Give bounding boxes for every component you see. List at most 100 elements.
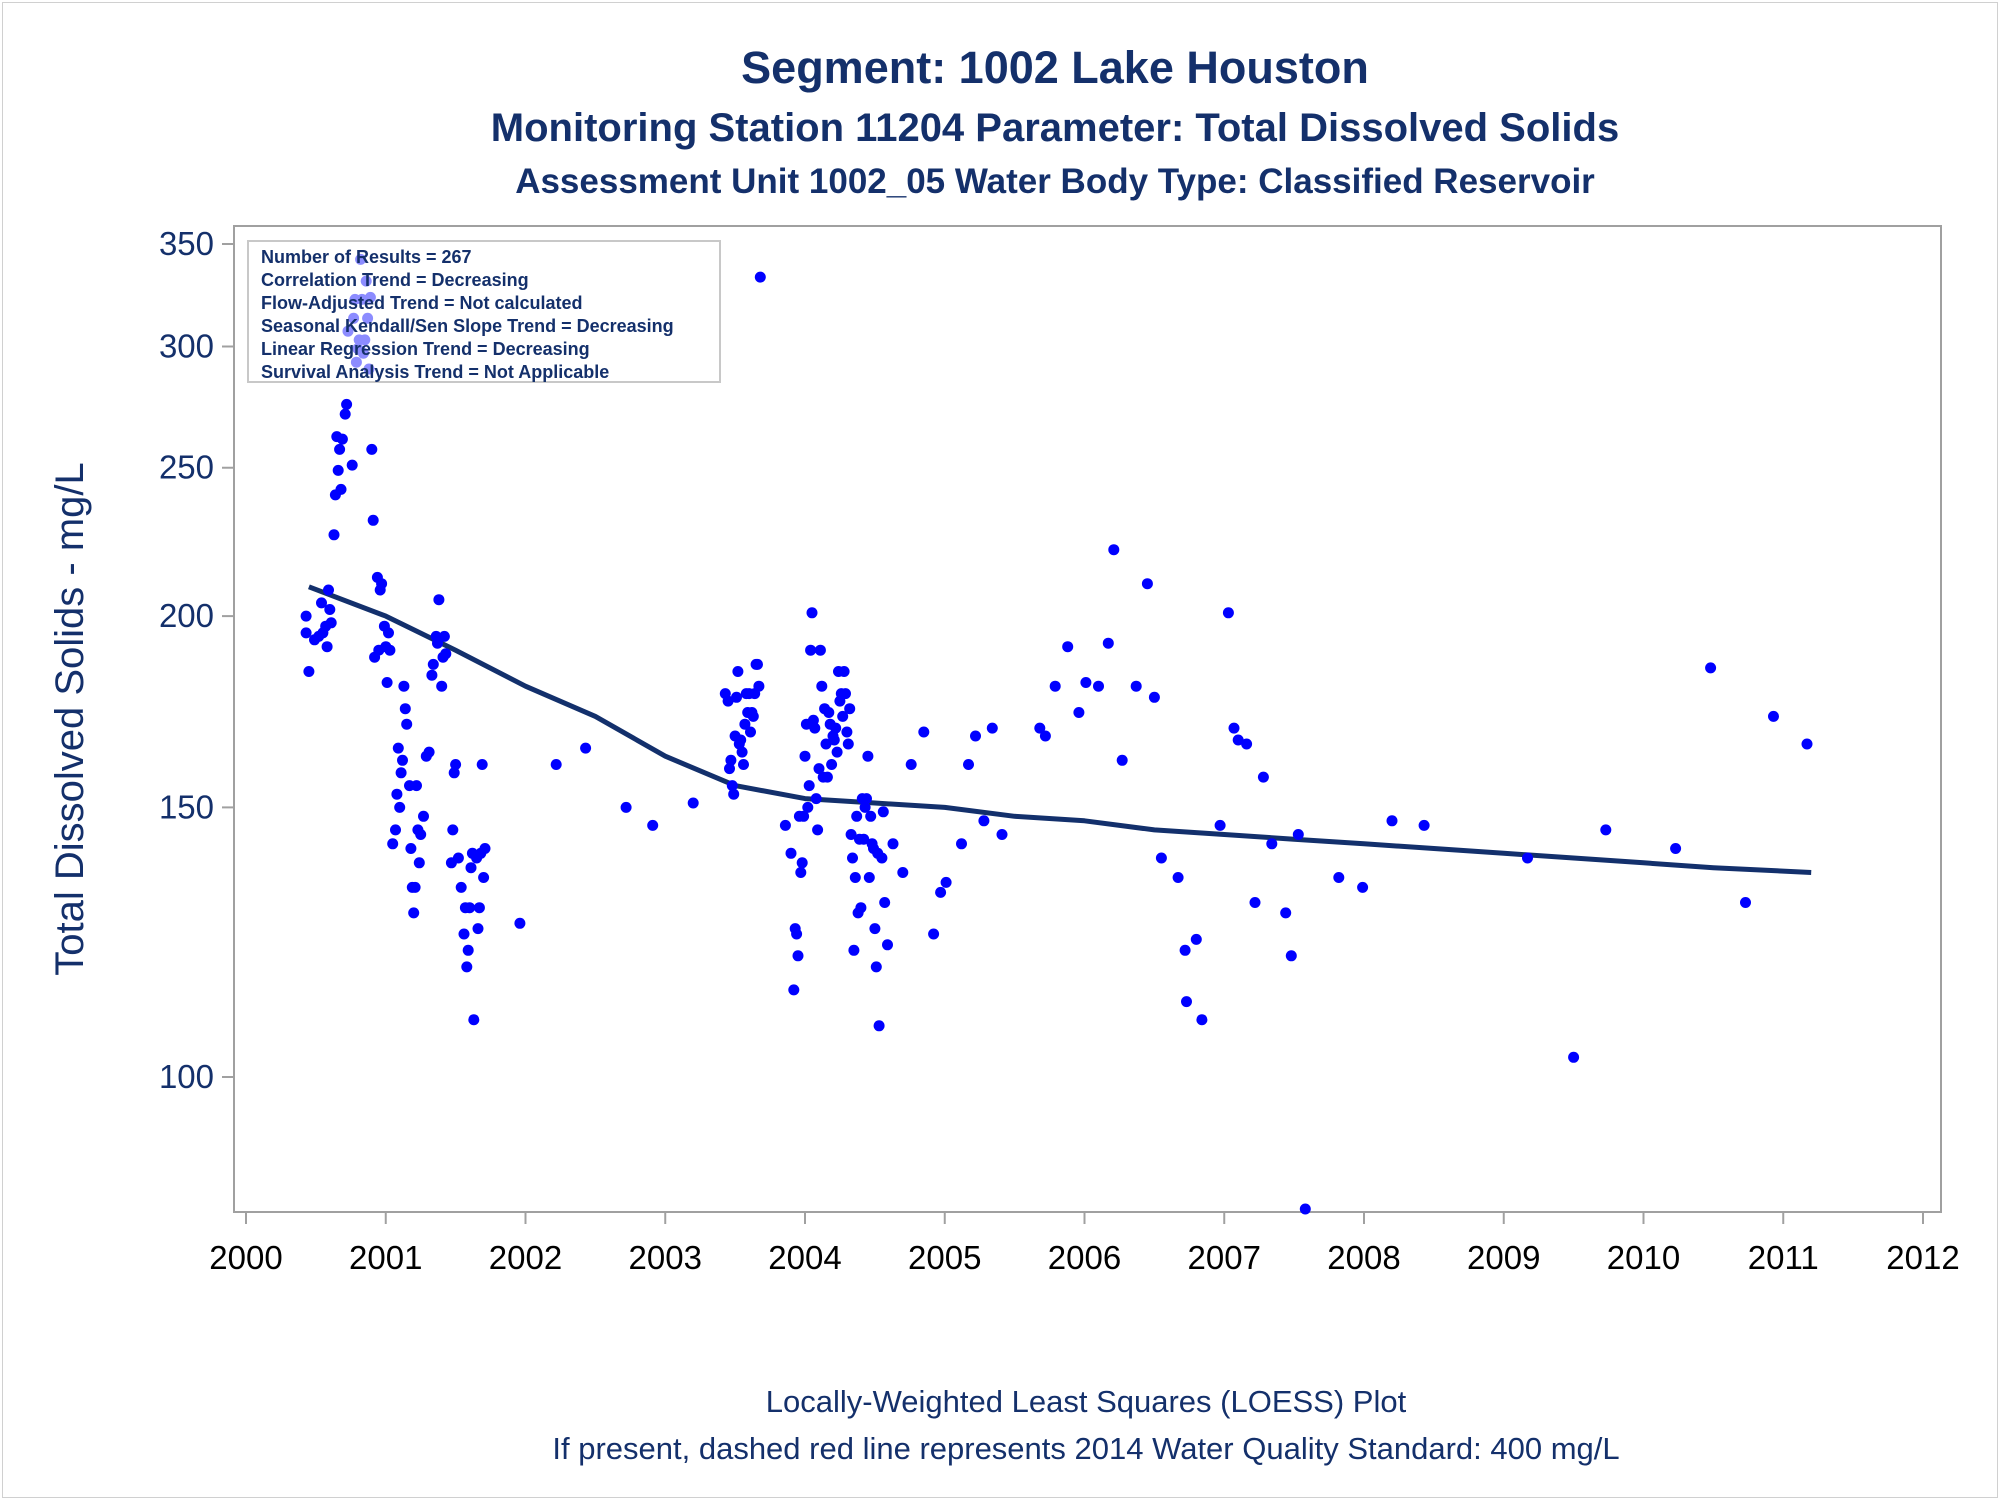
- data-point: [1670, 843, 1682, 854]
- data-point: [826, 759, 838, 770]
- footnote-1: Locally-Weighted Least Squares (LOESS) P…: [766, 1384, 1407, 1419]
- annotation-line: Seasonal Kendall/Sen Slope Trend = Decre…: [261, 316, 674, 336]
- data-point: [462, 944, 474, 956]
- data-point: [855, 902, 867, 914]
- data-point: [848, 944, 860, 956]
- data-point: [476, 759, 488, 770]
- x-tick-label: 2007: [1188, 1239, 1261, 1276]
- data-point: [1214, 819, 1226, 831]
- data-point: [847, 852, 858, 864]
- data-point: [882, 939, 893, 951]
- data-point: [450, 759, 462, 770]
- data-point: [865, 810, 877, 822]
- data-point: [1141, 578, 1153, 590]
- chart-subtitle: Monitoring Station 11204 Parameter: Tota…: [491, 106, 1619, 150]
- footnote-2: If present, dashed red line represents 2…: [552, 1431, 1619, 1466]
- data-point: [831, 746, 843, 758]
- data-point: [837, 710, 849, 722]
- annotation-line: Survival Analysis Trend = Not Applicable: [261, 362, 609, 382]
- data-point: [413, 857, 425, 869]
- scatter-series: [300, 253, 1813, 1215]
- data-point: [1522, 852, 1533, 864]
- data-point: [341, 398, 353, 410]
- data-point: [845, 829, 857, 840]
- chart-title: Segment: 1002 Lake Houston: [741, 42, 1369, 93]
- data-point: [472, 923, 484, 935]
- data-point: [452, 852, 464, 864]
- data-point: [1108, 544, 1120, 556]
- data-point: [465, 862, 477, 874]
- data-point: [399, 703, 411, 715]
- data-point: [478, 872, 490, 883]
- data-point: [325, 617, 337, 629]
- data-point: [806, 607, 818, 619]
- data-point: [440, 648, 452, 660]
- data-point: [1292, 829, 1304, 840]
- data-point: [423, 746, 435, 758]
- data-point: [724, 763, 735, 775]
- data-point: [791, 928, 803, 940]
- data-point: [392, 742, 404, 754]
- data-point: [405, 843, 417, 854]
- data-point: [823, 707, 835, 718]
- data-point: [849, 872, 861, 883]
- data-point: [647, 819, 659, 831]
- data-point: [802, 801, 814, 813]
- data-point: [821, 771, 833, 783]
- data-point: [814, 644, 826, 656]
- y-axis-label: Total Dissolved Solids - mg/L: [48, 462, 92, 976]
- data-point: [432, 637, 443, 649]
- data-point: [796, 857, 808, 869]
- data-point: [464, 902, 476, 914]
- data-point: [1801, 738, 1813, 750]
- data-point: [303, 666, 315, 677]
- data-point: [1266, 838, 1278, 850]
- data-point: [335, 483, 347, 495]
- y-tick-label: 350: [159, 225, 214, 262]
- data-point: [830, 722, 842, 734]
- data-point: [918, 726, 930, 738]
- data-point: [1049, 680, 1061, 692]
- data-point: [328, 529, 340, 541]
- data-point: [1116, 754, 1128, 766]
- data-point: [433, 594, 445, 606]
- data-point: [805, 644, 817, 656]
- data-point: [986, 722, 998, 734]
- data-point: [461, 961, 473, 973]
- data-point: [323, 584, 334, 596]
- data-point: [816, 680, 828, 692]
- data-point: [1285, 950, 1297, 962]
- data-point: [828, 734, 840, 746]
- data-point: [1299, 1203, 1311, 1215]
- y-tick-label: 250: [159, 449, 214, 486]
- x-tick-label: 2006: [1048, 1239, 1121, 1276]
- data-point: [897, 867, 909, 878]
- data-point: [1181, 996, 1192, 1008]
- data-point: [810, 793, 822, 805]
- data-point: [862, 750, 874, 762]
- data-point: [436, 680, 448, 692]
- data-point: [1568, 1051, 1580, 1063]
- data-point: [1768, 710, 1779, 722]
- data-point: [1333, 872, 1345, 883]
- annotation-line: Flow-Adjusted Trend = Not calculated: [261, 293, 583, 313]
- data-point: [728, 788, 740, 800]
- data-point: [858, 833, 870, 845]
- data-point: [415, 829, 427, 840]
- data-point: [842, 738, 854, 750]
- data-point: [722, 695, 734, 707]
- x-tick-label: 2008: [1327, 1239, 1400, 1276]
- data-point: [798, 810, 810, 822]
- data-point: [1740, 897, 1751, 908]
- data-point: [479, 843, 491, 854]
- data-point: [940, 876, 952, 888]
- x-tick-label: 2005: [908, 1239, 981, 1276]
- data-point: [813, 763, 825, 775]
- data-point: [321, 641, 333, 653]
- data-point: [332, 464, 344, 476]
- x-axis: 2000 2001 2002 2003 2004 2005 2006 2007 2008 2009…: [209, 1212, 1960, 1276]
- data-point: [1232, 734, 1244, 746]
- x-tick-label: 2002: [489, 1239, 562, 1276]
- loess-series: [308, 584, 1812, 875]
- data-point: [1705, 662, 1717, 674]
